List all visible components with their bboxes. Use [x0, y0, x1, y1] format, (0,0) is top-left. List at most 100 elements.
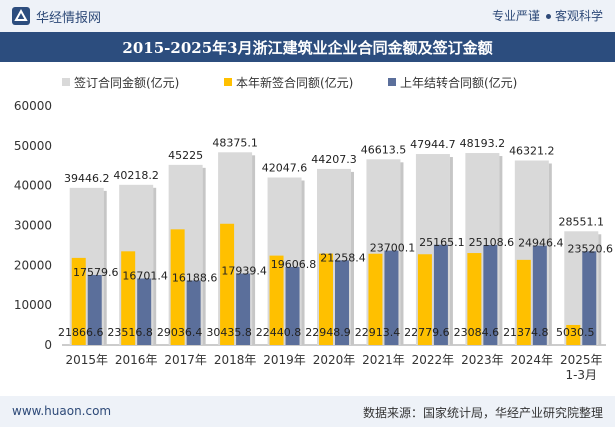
bar-total-side [351, 171, 354, 345]
bar-new [269, 255, 284, 345]
y-tick-label: 40000 [14, 179, 52, 193]
legend-swatch-2 [388, 78, 396, 86]
bar-total-side [499, 156, 503, 345]
label-total: 47944.7 [410, 138, 456, 151]
label-total: 44207.3 [311, 153, 357, 166]
x-tick-label: 2023年 [461, 353, 504, 367]
label-total: 45225 [168, 149, 203, 162]
label-total: 48375.1 [212, 136, 258, 149]
bar-new [319, 253, 333, 345]
label-total: 40218.2 [113, 169, 159, 182]
x-tick-label: 2025年 [560, 353, 603, 367]
bar-new [368, 253, 383, 345]
label-new: 22948.9 [305, 326, 351, 339]
label-total: 46321.2 [509, 144, 555, 157]
legend-swatch-0 [62, 78, 70, 86]
tagline-objective: 客观科学 [554, 9, 603, 23]
title-bar: 2015-2025年3月浙江建筑业企业合同金额及签订金额 [0, 32, 615, 62]
bar-carryover [384, 250, 399, 345]
bar-new [467, 253, 482, 345]
bar-total-side [202, 167, 206, 345]
footer-bar: www.huaon.com 数据来源：国家统计局，华经产业研究院整理 [0, 396, 615, 427]
bar-total-side [449, 157, 453, 345]
label-carryover: 19606.8 [271, 258, 317, 271]
chart-title: 2015-2025年3月浙江建筑业企业合同金额及签订金额 [122, 39, 493, 57]
tagline: 专业严谨 客观科学 [492, 7, 603, 24]
label-carryover: 17939.4 [221, 265, 267, 278]
separator-dot [545, 14, 551, 19]
label-new: 22779.6 [404, 326, 450, 339]
label-carryover: 16701.4 [122, 269, 168, 282]
x-tick-label: 1-3月 [565, 368, 597, 382]
label-carryover: 17579.6 [73, 266, 119, 279]
bar-carryover [582, 251, 597, 345]
x-tick-label: 2019年 [263, 353, 306, 367]
chart: 签订合同金额(亿元) 本年新签合同额(亿元) 上年结转合同额(亿元) 0 10000 20… [14, 75, 614, 382]
bar-carryover [335, 260, 349, 345]
label-new: 29036.4 [157, 326, 203, 339]
label-carryover: 21258.4 [320, 251, 366, 264]
y-tick-label: 10000 [14, 298, 52, 312]
bar-new [71, 257, 86, 345]
bar-total-side [252, 155, 256, 345]
data-source: 数据来源：国家统计局，华经产业研究院整理 [362, 406, 603, 420]
header-bar: 华经情报网 专业严谨 客观科学 [0, 0, 615, 32]
bar-carryover [186, 280, 201, 345]
bar-carryover [483, 244, 498, 345]
x-tick-label: 2021年 [362, 353, 405, 367]
x-tick-label: 2024年 [511, 353, 554, 367]
y-tick-label: 60000 [14, 99, 52, 113]
bar-carryover [236, 273, 251, 345]
label-new: 5030.5 [556, 326, 595, 339]
x-tick-label: 2020年 [313, 353, 356, 367]
label-carryover: 25108.6 [469, 236, 515, 249]
label-total: 28551.1 [559, 215, 605, 228]
x-tick-label: 2016年 [115, 353, 158, 367]
bar-carryover [433, 244, 448, 345]
bar-new [121, 251, 136, 345]
label-new: 22913.4 [355, 326, 401, 339]
bar-total-side [548, 163, 552, 345]
x-tick-label: 2015年 [65, 353, 108, 367]
bar-carryover [285, 266, 300, 345]
bar-total-side [301, 180, 305, 345]
tagline-professional: 专业严谨 [491, 9, 540, 23]
y-tick-label: 20000 [14, 258, 52, 272]
bar-new [220, 223, 235, 345]
bar-total-side [598, 234, 602, 345]
legend-label-2: 上年结转合同额(亿元) [400, 75, 517, 90]
x-tick-label: 2022年 [412, 353, 455, 367]
label-new: 23516.8 [107, 326, 153, 339]
label-carryover: 23700.1 [370, 242, 416, 255]
label-new: 30435.8 [206, 326, 252, 339]
legend-label-1: 本年新签合同额(亿元) [236, 75, 353, 90]
x-tick-label: 2017年 [164, 353, 207, 367]
legend-swatch-1 [224, 78, 232, 86]
label-total: 46613.5 [361, 143, 407, 156]
bar-total-side [400, 162, 404, 345]
label-total: 39446.2 [64, 172, 110, 185]
y-tick-label: 50000 [14, 139, 52, 153]
label-carryover: 24946.4 [518, 237, 564, 250]
website-link[interactable]: www.huaon.com [12, 404, 112, 418]
x-tick-label: 2018年 [214, 353, 257, 367]
bar-total-side [153, 187, 157, 345]
label-new: 21866.6 [58, 326, 104, 339]
y-tick-label: 30000 [14, 219, 52, 233]
label-carryover: 23520.6 [568, 242, 614, 255]
label-total: 42047.6 [262, 162, 308, 175]
bar-carryover [532, 245, 547, 345]
label-new: 23084.6 [454, 326, 500, 339]
bar-total-side [103, 190, 107, 345]
label-new: 22440.8 [256, 326, 302, 339]
label-carryover: 25165.1 [419, 236, 465, 249]
bar-new [170, 229, 185, 345]
bar-new [417, 254, 432, 345]
label-new: 21374.8 [503, 326, 549, 339]
label-total: 48193.2 [460, 137, 506, 150]
bar-carryover [87, 274, 102, 345]
brand-name: 华经情报网 [36, 11, 102, 26]
legend-label-0: 签订合同金额(亿元) [74, 75, 179, 90]
bar-carryover [137, 278, 152, 345]
y-tick-label: 0 [44, 338, 52, 352]
